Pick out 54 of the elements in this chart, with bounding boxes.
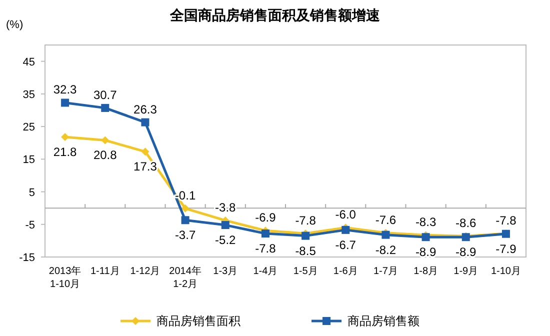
y-tick-label: 15	[22, 154, 35, 166]
legend-label: 商品房销售面积	[156, 314, 240, 328]
data-label: 32.3	[53, 82, 78, 97]
x-tick-label: 1-12月	[130, 266, 160, 277]
data-label: -8.2	[375, 242, 396, 257]
x-tick-label: 1-9月	[454, 266, 478, 277]
point	[101, 136, 110, 144]
data-label: -3.7	[174, 228, 196, 242]
data-label: -8.3	[415, 215, 436, 230]
data-label: 30.7	[93, 88, 118, 102]
point	[221, 221, 230, 230]
data-label: -7.9	[496, 242, 517, 256]
data-label: -8.5	[295, 244, 316, 258]
data-label: -8.9	[456, 245, 477, 260]
legend-label: 商品房销售额	[348, 314, 420, 328]
x-tick-label: 1-3月	[213, 266, 238, 277]
data-label: 26.3	[134, 102, 158, 116]
x-tick-label: 1-6月	[333, 266, 358, 277]
x-tick-label: 2014年 1-2月	[169, 265, 202, 290]
y-tick-label: -5	[25, 219, 35, 232]
y-tick-label: 45	[22, 56, 35, 68]
point	[141, 118, 150, 126]
x-tick-label: 1-4月	[253, 266, 278, 277]
x-tick-label: 1-11月	[90, 266, 120, 277]
data-label: -8.9	[415, 245, 436, 260]
y-tick-label: -15	[19, 252, 35, 264]
x-tick-label: 1-10月	[490, 266, 521, 277]
x-tick-label: 1-5月	[293, 266, 318, 277]
point	[181, 216, 190, 224]
data-label: -6.9	[255, 210, 276, 225]
point	[61, 98, 70, 107]
x-tick-label: 1-8月	[414, 266, 438, 277]
data-label: -3.8	[215, 200, 236, 214]
y-tick-label: 25	[22, 122, 35, 134]
chart-title: 全国商品房销售面积及销售额增速	[169, 7, 381, 23]
data-label: 21.8	[53, 144, 78, 159]
x-tick-label: 1-7月	[373, 266, 398, 277]
point	[181, 204, 190, 212]
data-label: -7.8	[295, 214, 316, 228]
data-label: -7.8	[496, 214, 517, 228]
point	[141, 148, 150, 156]
data-label: -7.8	[255, 242, 276, 256]
x-tick-label: 2013年 1-10月	[48, 265, 82, 290]
y-tick-label: 35	[22, 88, 35, 101]
data-label: -8.6	[456, 216, 477, 230]
y-axis-title: (%)	[6, 19, 24, 31]
point	[101, 104, 110, 112]
data-label: -6.0	[335, 208, 356, 222]
point	[261, 230, 270, 238]
data-label: -6.7	[335, 238, 356, 252]
data-label: -7.6	[375, 212, 396, 227]
data-label: 20.8	[93, 148, 118, 162]
data-label: -5.2	[215, 233, 236, 248]
y-tick-label: 5	[28, 186, 35, 199]
